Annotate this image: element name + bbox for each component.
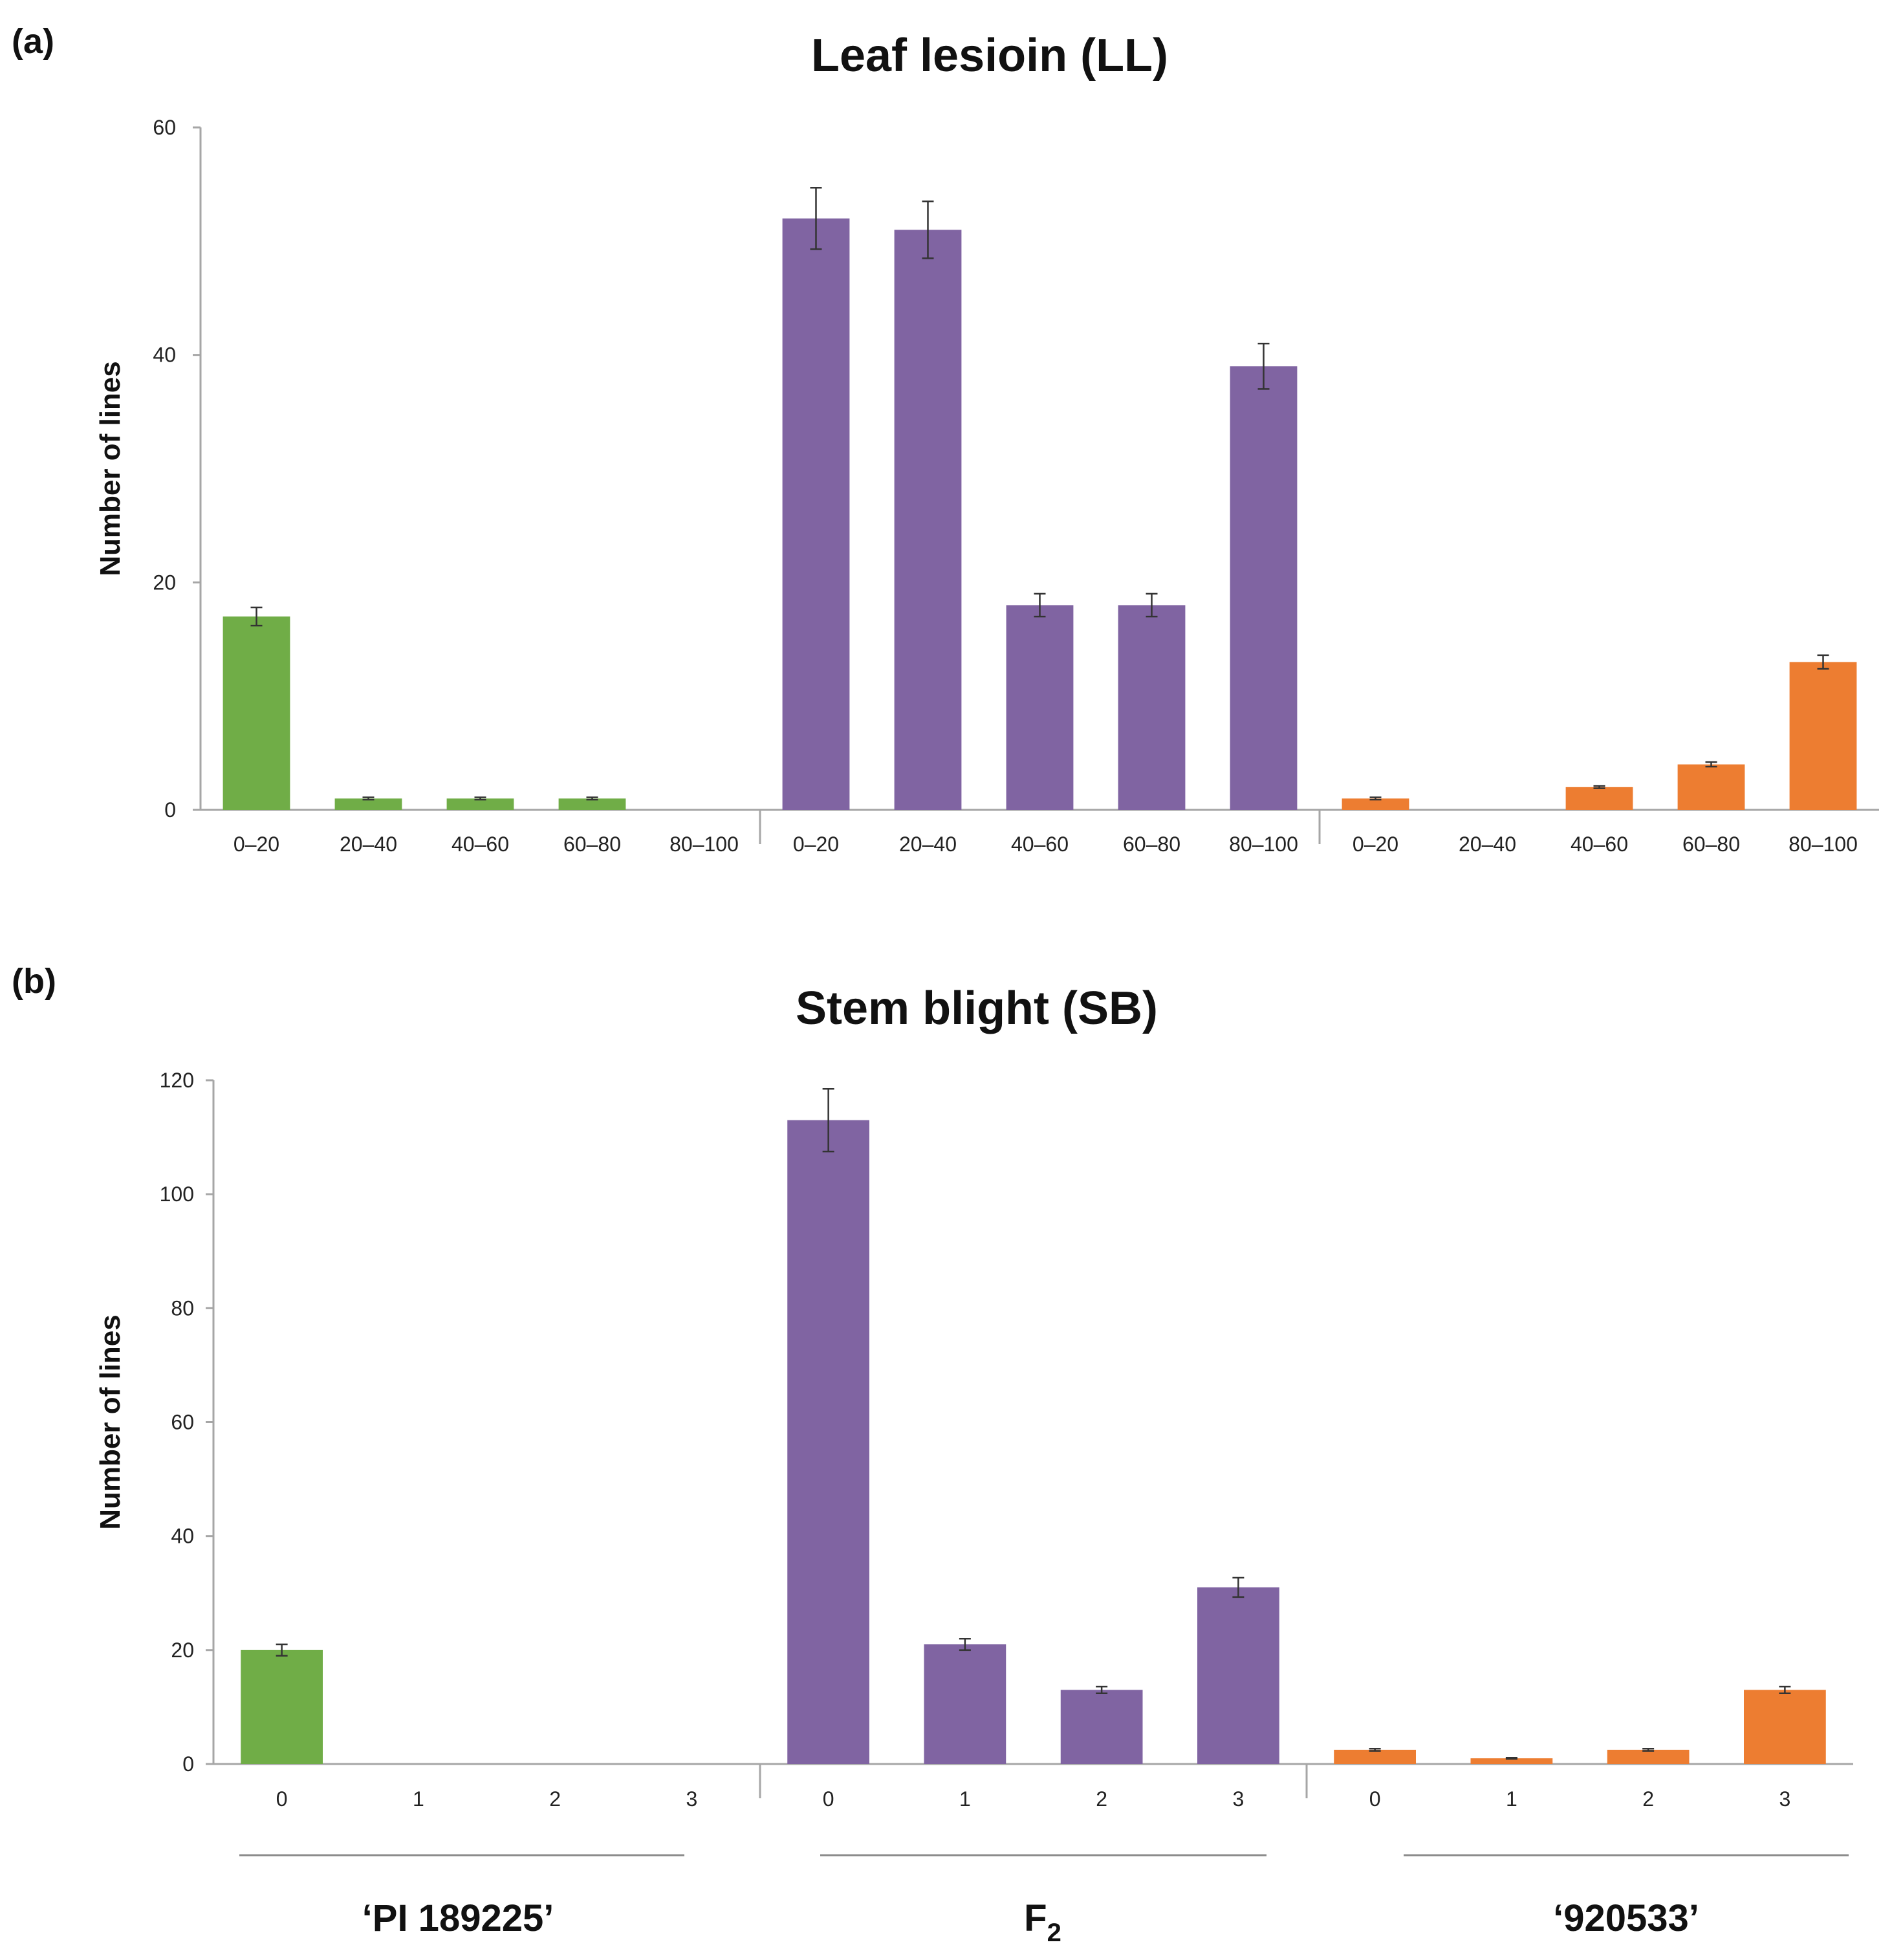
y-axis-label-sb: Number of lines	[94, 1314, 126, 1530]
y-tick-label-sb: 60	[171, 1411, 194, 1434]
x-tick-label-ll: 20–40	[340, 833, 397, 856]
y-tick-label-ll: 20	[153, 571, 176, 594]
x-tick-label-ll: 40–60	[1571, 833, 1628, 856]
y-tick-label-sb: 40	[171, 1525, 194, 1548]
x-tick-label-sb: 3	[1779, 1787, 1790, 1811]
chart-title-ll: Leaf lesioin (LL)	[811, 30, 1168, 82]
group-label-pi: ‘PI 189225’	[362, 1897, 554, 1939]
x-tick-label-ll: 80–100	[1229, 833, 1298, 856]
x-tick-label-sb: 3	[1232, 1787, 1244, 1811]
y-tick-label-sb: 80	[171, 1296, 194, 1320]
bar-ll-series2-cat0	[1342, 798, 1409, 810]
bar-ll-series1-cat1	[894, 230, 962, 810]
bar-sb-series1-cat3	[1197, 1587, 1279, 1764]
chart-leaf-lesion: Leaf lesioin (LL) Number of lines 0 20 40 60 0…	[94, 30, 1879, 856]
x-tick-label-ll: 40–60	[451, 833, 509, 856]
chart-title-sb: Stem blight (SB)	[796, 983, 1158, 1034]
bar-sb-series1-cat2	[1060, 1690, 1143, 1764]
bar-sb-series2-cat0	[1334, 1749, 1416, 1764]
x-tick-label-sb: 2	[1096, 1787, 1107, 1811]
bar-ll-series1-cat0	[782, 218, 850, 811]
group-label-f2: F2	[1024, 1897, 1061, 1947]
y-tick-label-sb: 100	[160, 1182, 194, 1206]
group-label-920533: ‘920533’	[1553, 1897, 1699, 1939]
x-tick-label-ll: 20–40	[899, 833, 957, 856]
x-tick-label-ll: 0–20	[793, 833, 839, 856]
bar-ll-series1-cat4	[1230, 366, 1298, 810]
y-tick-label-sb: 120	[160, 1069, 194, 1092]
group-label-f2-subscript: 2	[1047, 1919, 1061, 1947]
x-tick-label-sb: 3	[686, 1787, 697, 1811]
bar-sb-series0-cat0	[241, 1650, 323, 1764]
x-tick-label-sb: 2	[1642, 1787, 1654, 1811]
group-labels: ‘PI 189225’ F2 ‘920533’	[239, 1854, 1849, 1947]
y-axis-label-ll: Number of lines	[94, 361, 126, 576]
x-tick-label-ll: 80–100	[669, 833, 739, 856]
bar-ll-series1-cat3	[1118, 605, 1186, 810]
bar-sb-series2-cat3	[1744, 1690, 1826, 1764]
group-label-f2-base: F	[1024, 1897, 1047, 1939]
bar-ll-series2-cat4	[1789, 662, 1857, 810]
y-tick-label-ll: 60	[153, 116, 176, 139]
bar-ll-series0-cat3	[558, 798, 626, 810]
x-tick-label-ll: 0–20	[1353, 833, 1398, 856]
x-tick-label-ll: 0–20	[234, 833, 279, 856]
bar-ll-series2-cat3	[1677, 764, 1745, 810]
y-tick-label-ll: 0	[164, 798, 176, 822]
panel-label-b: (b)	[12, 962, 56, 1001]
x-tick-label-ll: 40–60	[1011, 833, 1069, 856]
y-tick-label-sb: 0	[182, 1752, 194, 1776]
x-tick-label-sb: 0	[276, 1787, 288, 1811]
panel-label-a: (a)	[12, 22, 54, 61]
chart-stem-blight: Stem blight (SB)Number of lines020406080…	[94, 983, 1853, 1811]
bar-sb-series2-cat2	[1607, 1749, 1690, 1764]
bar-sb-series2-cat1	[1470, 1758, 1553, 1764]
x-tick-label-ll: 60–80	[1682, 833, 1740, 856]
bar-ll-series1-cat2	[1006, 605, 1074, 810]
x-tick-label-ll: 60–80	[1123, 833, 1180, 856]
x-tick-label-sb: 0	[823, 1787, 834, 1811]
x-tick-label-ll: 60–80	[563, 833, 621, 856]
x-tick-label-sb: 0	[1369, 1787, 1381, 1811]
y-tick-label-ll: 40	[153, 343, 176, 367]
x-tick-label-ll: 80–100	[1789, 833, 1858, 856]
x-tick-label-sb: 1	[413, 1787, 424, 1811]
bar-ll-series0-cat1	[334, 798, 402, 810]
bar-ll-series2-cat2	[1565, 787, 1633, 810]
bar-sb-series1-cat0	[787, 1120, 869, 1764]
bar-ll-series0-cat0	[223, 616, 290, 810]
bar-ll-series0-cat2	[446, 798, 514, 810]
x-tick-label-sb: 1	[1506, 1787, 1517, 1811]
x-tick-label-sb: 1	[959, 1787, 971, 1811]
x-tick-label-sb: 2	[549, 1787, 561, 1811]
x-tick-label-ll: 20–40	[1459, 833, 1516, 856]
y-tick-label-sb: 20	[171, 1639, 194, 1662]
bar-sb-series1-cat1	[924, 1644, 1006, 1764]
